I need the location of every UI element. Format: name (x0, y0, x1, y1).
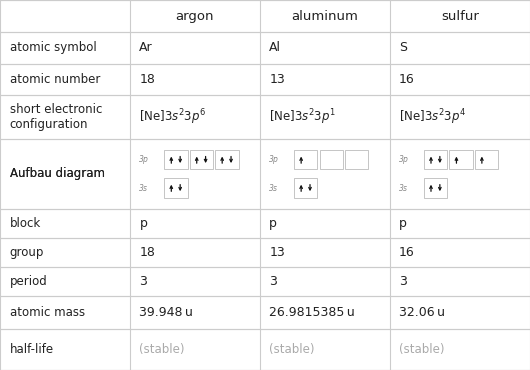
Text: Aufbau diagram: Aufbau diagram (10, 167, 104, 181)
Bar (164, 150, 188, 169)
Text: atomic symbol: atomic symbol (10, 41, 96, 54)
Text: [Ne]3$s^2$3$p^4$: [Ne]3$s^2$3$p^4$ (399, 107, 466, 127)
Text: [Ne]3$s^2$3$p^6$: [Ne]3$s^2$3$p^6$ (139, 107, 207, 127)
Text: (stable): (stable) (139, 343, 185, 356)
Text: block: block (10, 217, 41, 230)
Text: 3$s$: 3$s$ (398, 182, 409, 194)
Text: atomic mass: atomic mass (10, 306, 85, 319)
Text: 3: 3 (399, 275, 407, 288)
Text: 16: 16 (399, 246, 415, 259)
Text: 32.06 u: 32.06 u (399, 306, 445, 319)
Text: short electronic
configuration: short electronic configuration (10, 103, 102, 131)
Bar (190, 150, 213, 169)
Text: 13: 13 (269, 73, 285, 86)
Text: 3$s$: 3$s$ (138, 182, 149, 194)
Bar (320, 150, 343, 169)
Text: 3$p$: 3$p$ (268, 153, 279, 166)
Text: atomic number: atomic number (10, 73, 100, 86)
Text: Al: Al (269, 41, 281, 54)
Text: half-life: half-life (10, 343, 54, 356)
Text: 3$s$: 3$s$ (268, 182, 279, 194)
Text: 3$p$: 3$p$ (398, 153, 409, 166)
Text: 13: 13 (269, 246, 285, 259)
Text: 16: 16 (399, 73, 415, 86)
Text: S: S (399, 41, 407, 54)
Bar (424, 178, 447, 198)
Bar (164, 178, 188, 198)
Bar (424, 150, 447, 169)
Text: argon: argon (175, 10, 214, 23)
Text: Ar: Ar (139, 41, 153, 54)
Bar (294, 150, 317, 169)
Text: period: period (10, 275, 47, 288)
Text: 3: 3 (269, 275, 277, 288)
Text: p: p (269, 217, 277, 230)
Text: aluminum: aluminum (291, 10, 358, 23)
Text: 39.948 u: 39.948 u (139, 306, 193, 319)
Text: 18: 18 (139, 246, 155, 259)
Text: [Ne]3$s^2$3$p^1$: [Ne]3$s^2$3$p^1$ (269, 107, 336, 127)
Text: 26.9815385 u: 26.9815385 u (269, 306, 355, 319)
Text: sulfur: sulfur (441, 10, 479, 23)
Bar (475, 150, 498, 169)
Text: 3: 3 (139, 275, 147, 288)
Text: p: p (139, 217, 147, 230)
Text: 18: 18 (139, 73, 155, 86)
Text: Aufbau diagram: Aufbau diagram (10, 167, 104, 181)
Text: (stable): (stable) (269, 343, 315, 356)
Bar (215, 150, 238, 169)
Text: (stable): (stable) (399, 343, 445, 356)
Text: p: p (399, 217, 407, 230)
Bar (345, 150, 368, 169)
Bar (294, 178, 317, 198)
Text: group: group (10, 246, 44, 259)
Bar (449, 150, 473, 169)
Text: 3$p$: 3$p$ (138, 153, 149, 166)
